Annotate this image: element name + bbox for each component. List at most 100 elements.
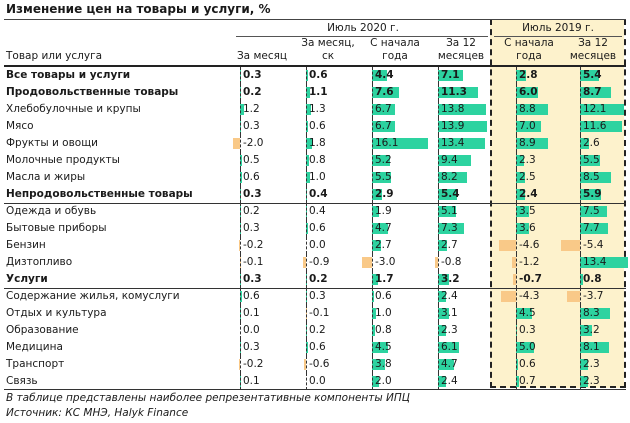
value-bar <box>500 291 516 302</box>
zero-axis <box>372 322 373 339</box>
zero-axis <box>438 220 439 237</box>
cell-c3: 4.7 <box>432 356 490 373</box>
cell-c2: 2.7 <box>362 237 428 254</box>
zero-axis <box>438 203 439 220</box>
value-bar <box>516 223 529 234</box>
cell-value: 4.7 <box>441 358 458 370</box>
zero-axis <box>372 373 373 390</box>
cell-value: 6.7 <box>375 103 392 115</box>
value-bar <box>306 223 309 234</box>
cell-value: 1.9 <box>375 205 392 217</box>
zero-axis <box>516 305 517 322</box>
zero-axis <box>306 305 307 322</box>
cell-c2: 4.5 <box>362 339 428 356</box>
row-label: Хлебобулочные и крупы <box>6 103 141 115</box>
cell-c4: 3.5 <box>496 203 562 220</box>
value-bar <box>438 240 448 251</box>
table-row: Образование 0.0 0.2 0.8 2.3 0.3 3.2 <box>0 322 630 339</box>
cell-value: -0.1 <box>309 307 330 319</box>
cell-c3: 3.2 <box>432 271 490 288</box>
cell-c0: 0.5 <box>236 152 288 169</box>
column-header-line: За 12 <box>446 37 476 49</box>
bottom-rule <box>4 389 626 390</box>
table-row: Все товары и услуги 0.3 0.6 4.4 7.1 2.8 5.4 <box>0 67 630 84</box>
cell-value: -4.6 <box>519 239 540 251</box>
zero-axis <box>516 271 517 288</box>
cell-value: 1.0 <box>375 307 392 319</box>
zero-axis <box>516 118 517 135</box>
zero-axis <box>306 169 307 186</box>
zero-axis <box>240 101 241 118</box>
cell-value: 0.6 <box>309 222 326 234</box>
cell-value: 3.6 <box>519 222 536 234</box>
cell-value: 0.8 <box>583 273 602 285</box>
zero-axis <box>438 356 439 373</box>
table-row: Продовольственные товары 0.2 1.1 7.6 11.3 6.0… <box>0 84 630 101</box>
zero-axis <box>306 101 307 118</box>
value-bar <box>240 291 243 302</box>
zero-axis <box>306 152 307 169</box>
column-header-line: С начала <box>504 37 554 49</box>
cell-c1: 1.0 <box>300 169 356 186</box>
footnote-components: В таблице представлены наиболее репрезен… <box>6 392 410 404</box>
zero-axis <box>580 356 581 373</box>
cell-c3: 13.9 <box>432 118 490 135</box>
row-label: Услуги <box>6 273 48 285</box>
table-row: Непродовольственные товары 0.3 0.4 2.9 5.4 2.… <box>0 186 630 203</box>
zero-axis <box>372 67 373 84</box>
highlight-2019-background <box>490 20 624 388</box>
value-bar <box>511 257 516 268</box>
value-bar <box>372 359 386 370</box>
cell-c4: 2.8 <box>496 67 562 84</box>
value-bar <box>372 206 379 217</box>
zero-axis <box>580 305 581 322</box>
cell-c4: 2.3 <box>496 152 562 169</box>
zero-axis <box>580 271 581 288</box>
cell-value: 0.4 <box>309 188 328 200</box>
row-label: Масла и жиры <box>6 171 86 183</box>
cell-c3: 13.4 <box>432 135 490 152</box>
column-header-line: За месяц <box>236 50 288 62</box>
zero-axis <box>372 288 373 305</box>
table-row: Одежда и обувь 0.2 0.4 1.9 5.1 3.5 7.5 <box>0 203 630 220</box>
zero-axis <box>240 203 241 220</box>
cell-c2: -3.0 <box>361 254 428 271</box>
cell-value: 0.6 <box>309 69 328 81</box>
cell-value: 0.6 <box>375 290 392 302</box>
cell-c5: 13.4 <box>564 254 629 271</box>
cell-value: 12.1 <box>583 103 607 115</box>
cell-value: -1.2 <box>519 256 540 268</box>
value-bar <box>580 325 592 336</box>
group-header-2020: Июль 2020 г. <box>327 22 399 34</box>
table-row: Связь 0.1 0.0 2.0 2.4 0.7 2.3 <box>0 373 630 390</box>
zero-axis <box>516 322 517 339</box>
cell-c3: 5.1 <box>432 203 490 220</box>
zero-axis <box>306 339 307 356</box>
cell-value: 1.2 <box>243 103 260 115</box>
zero-axis <box>372 169 373 186</box>
column-header-line: месяцев <box>437 50 485 62</box>
value-bar <box>438 70 463 81</box>
value-bar <box>516 87 538 98</box>
cell-value: -0.2 <box>243 358 264 370</box>
value-bar <box>580 274 583 285</box>
table-row: Молочные продукты 0.5 0.8 5.2 9.4 2.3 5.5 <box>0 152 630 169</box>
column-header-line: За 12 <box>578 37 608 49</box>
zero-axis <box>372 118 373 135</box>
cell-value: 1.3 <box>309 103 326 115</box>
cell-c0: -0.1 <box>236 254 288 271</box>
value-bar <box>306 155 309 166</box>
value-bar <box>306 342 309 353</box>
cell-value: 0.6 <box>243 290 260 302</box>
value-bar <box>516 206 529 217</box>
zero-axis <box>240 305 241 322</box>
cell-value: 0.2 <box>243 205 260 217</box>
value-bar <box>438 87 478 98</box>
cell-value: 0.3 <box>519 324 536 336</box>
value-bar <box>438 172 467 183</box>
cell-value: 0.3 <box>243 120 260 132</box>
cell-value: 4.5 <box>375 341 392 353</box>
zero-axis <box>516 84 517 101</box>
value-bar <box>372 274 378 285</box>
cell-c2: 6.7 <box>362 101 428 118</box>
